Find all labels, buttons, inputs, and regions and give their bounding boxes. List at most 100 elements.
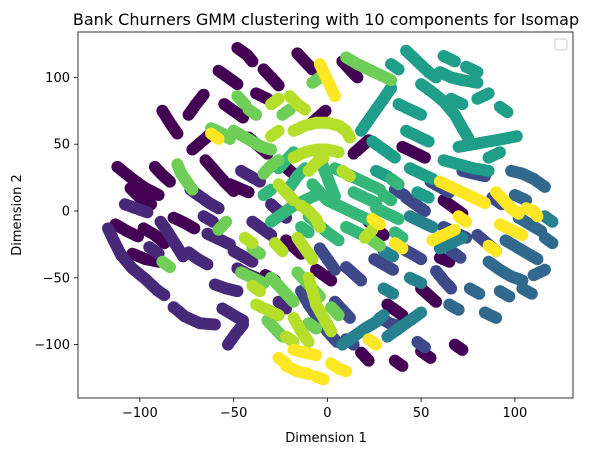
data-point-cluster-9 xyxy=(370,338,383,351)
data-point-cluster-6 xyxy=(332,234,345,247)
data-point-cluster-0 xyxy=(272,79,285,92)
x-tick-label: 100 xyxy=(502,406,527,421)
y-tick-label: 100 xyxy=(45,71,70,86)
data-point-cluster-0 xyxy=(377,229,390,241)
data-point-cluster-9 xyxy=(280,357,293,370)
data-point-cluster-8 xyxy=(343,131,356,144)
data-point-cluster-0 xyxy=(351,71,364,84)
data-point-cluster-7 xyxy=(223,132,236,145)
y-axis-label: Dimension 2 xyxy=(10,174,25,256)
data-point-cluster-3 xyxy=(538,180,551,193)
x-tick-label: 50 xyxy=(413,406,430,421)
data-point-cluster-4 xyxy=(387,287,399,300)
data-point-cluster-2 xyxy=(328,263,341,276)
data-point-cluster-0 xyxy=(325,274,338,287)
data-point-cluster-3 xyxy=(490,311,503,324)
data-point-cluster-7 xyxy=(287,295,300,308)
data-point-cluster-7 xyxy=(373,239,386,252)
data-point-cluster-1 xyxy=(212,202,225,215)
data-point-cluster-3 xyxy=(525,287,538,300)
data-point-cluster-6 xyxy=(392,213,405,225)
data-point-cluster-5 xyxy=(448,55,461,68)
data-point-cluster-2 xyxy=(398,189,411,201)
data-point-cluster-7 xyxy=(265,143,278,156)
data-point-cluster-1 xyxy=(231,285,244,298)
data-point-cluster-7 xyxy=(250,108,263,121)
data-point-cluster-8 xyxy=(276,245,289,258)
data-point-cluster-9 xyxy=(531,210,544,223)
data-point-cluster-9 xyxy=(396,242,409,255)
data-point-cluster-9 xyxy=(340,365,353,378)
data-point-cluster-1 xyxy=(246,255,259,268)
y-tick-label: 0 xyxy=(62,204,70,219)
data-point-cluster-8 xyxy=(287,194,300,207)
x-axis-label: Dimension 1 xyxy=(285,431,367,446)
data-point-cluster-2 xyxy=(445,282,458,295)
x-tick-label: 0 xyxy=(323,406,331,421)
data-point-cluster-6 xyxy=(328,190,341,203)
data-point-cluster-6 xyxy=(385,194,398,207)
data-point-cluster-8 xyxy=(272,309,285,322)
data-point-cluster-3 xyxy=(546,237,559,250)
data-point-cluster-2 xyxy=(415,253,428,266)
data-point-cluster-8 xyxy=(343,170,356,183)
data-point-cluster-9 xyxy=(516,229,529,241)
data-point-cluster-5 xyxy=(456,98,469,111)
data-point-cluster-7 xyxy=(253,247,266,260)
data-point-cluster-5 xyxy=(392,63,405,76)
data-point-cluster-8 xyxy=(272,92,285,105)
data-point-cluster-7 xyxy=(186,183,199,196)
data-point-cluster-8 xyxy=(298,103,311,116)
data-point-cluster-9 xyxy=(317,373,330,386)
x-tick-label: −100 xyxy=(122,406,158,421)
data-point-cluster-7 xyxy=(332,309,345,322)
data-point-cluster-9 xyxy=(212,132,225,145)
data-point-cluster-0 xyxy=(362,354,375,367)
data-point-cluster-8 xyxy=(246,237,259,250)
data-point-cluster-0 xyxy=(319,104,332,117)
data-point-cluster-9 xyxy=(490,245,503,258)
plot-frame xyxy=(77,31,574,399)
data-point-cluster-8 xyxy=(253,285,266,298)
data-point-cluster-1 xyxy=(208,318,221,331)
data-point-cluster-0 xyxy=(418,151,431,164)
data-point-cluster-5 xyxy=(422,135,435,148)
data-point-cluster-8 xyxy=(317,151,330,164)
data-point-cluster-5 xyxy=(501,106,514,119)
data-point-cluster-1 xyxy=(201,258,214,271)
data-point-cluster-4 xyxy=(377,309,390,322)
data-point-cluster-3 xyxy=(531,253,544,266)
x-tick-label: −50 xyxy=(220,406,247,421)
data-point-cluster-0 xyxy=(424,351,437,364)
data-point-cluster-7 xyxy=(310,322,323,335)
data-point-cluster-7 xyxy=(220,215,233,228)
data-point-cluster-7 xyxy=(163,261,176,274)
chart-title: Bank Churners GMM clustering with 10 com… xyxy=(73,10,579,29)
legend-box xyxy=(554,38,568,51)
data-point-cluster-0 xyxy=(188,222,201,235)
data-point-cluster-0 xyxy=(456,343,469,356)
data-point-cluster-0 xyxy=(197,88,210,101)
data-point-cluster-2 xyxy=(454,251,467,264)
data-point-cluster-6 xyxy=(302,226,315,239)
data-point-cluster-9 xyxy=(448,223,461,236)
data-point-cluster-9 xyxy=(460,215,473,228)
data-point-cluster-1 xyxy=(158,289,171,302)
data-point-cluster-0 xyxy=(231,78,244,91)
data-point-cluster-4 xyxy=(546,215,559,228)
data-point-cluster-5 xyxy=(422,191,435,204)
data-point-cluster-6 xyxy=(310,189,323,201)
data-point-cluster-9 xyxy=(478,197,491,209)
data-point-cluster-8 xyxy=(272,124,285,137)
data-point-cluster-4 xyxy=(415,277,428,290)
data-point-cluster-3 xyxy=(538,263,551,276)
data-point-cluster-0 xyxy=(152,189,165,201)
data-point-cluster-1 xyxy=(237,318,249,331)
data-point-cluster-4 xyxy=(456,231,469,244)
data-point-cluster-0 xyxy=(171,127,184,140)
y-tick-label: −50 xyxy=(43,271,70,286)
y-tick-label: 50 xyxy=(53,138,70,153)
data-point-cluster-1 xyxy=(141,206,154,219)
data-point-cluster-5 xyxy=(482,164,495,177)
data-point-cluster-7 xyxy=(272,154,285,167)
